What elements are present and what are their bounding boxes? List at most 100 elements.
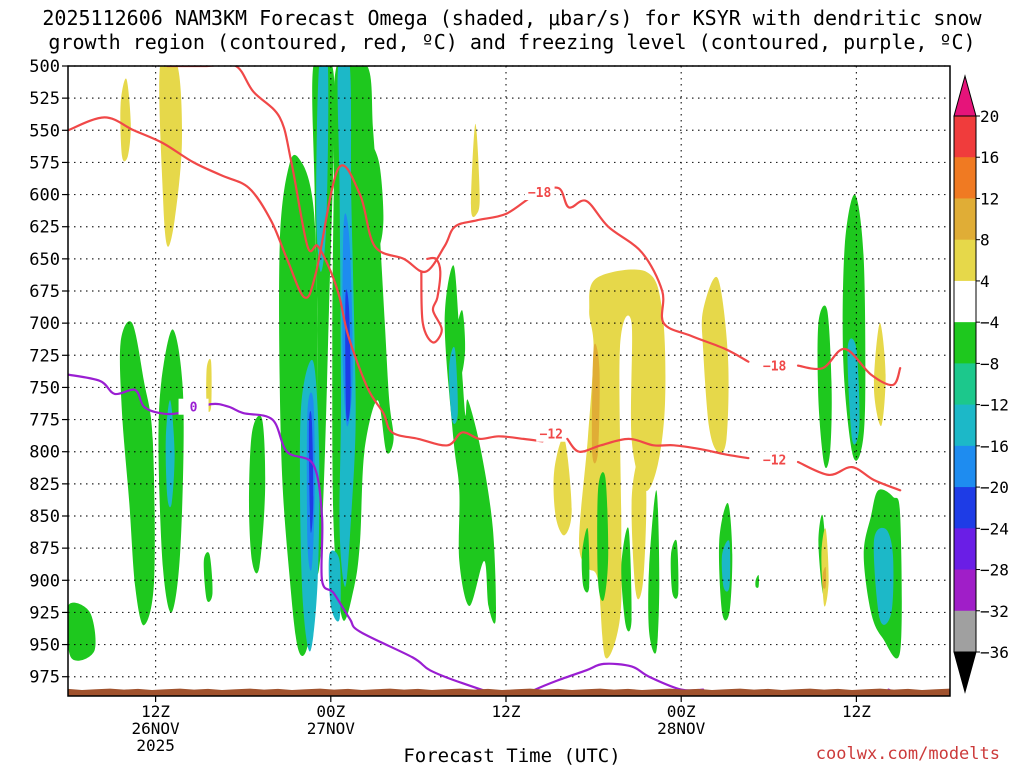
y-tick-label: 575 [29,153,60,173]
omega-region-green [249,415,266,574]
omega-region-cyan [873,527,894,625]
omega-region-yellow [631,457,647,600]
dgz-contour-line [166,66,544,447]
y-tick-label: 850 [29,507,60,527]
freezing-contour-label-bg [178,398,209,415]
colorbar: 20 16 12 8 4 −4 −8 −12 −16 −20 −24 −28 −32 −36 [953,74,1009,694]
x-tick-label: 12Z [492,702,521,721]
y-tick-label: 725 [29,346,60,366]
colorbar-frame [953,115,977,653]
omega-region-darkblue [345,289,351,422]
y-tick-label: 800 [29,443,60,463]
omega-region-green [817,305,832,469]
dgz-contour-label-bg [536,425,567,442]
y-tick-label: 675 [29,282,60,302]
dgz-contour-line [796,347,902,387]
y-tick-label: 775 [29,411,60,431]
x-tick-label: 26NOV [132,719,181,738]
y-tick-label: 825 [29,475,60,495]
plot-frame [67,65,951,697]
omega-region-green [203,552,213,602]
y-tick-label: 500 [29,57,60,77]
colorbar-band [954,322,976,364]
colorbar-band [954,487,976,529]
omega-region-yellow [873,323,886,427]
terrain-fill [68,688,950,696]
colorbar-label: −12 [980,396,1009,415]
y-tick-label: 525 [29,89,60,109]
dgz-contour-label: −18 [528,186,552,201]
colorbar-band [954,280,976,323]
colorbar-band [954,445,976,488]
omega-region-green [119,321,155,626]
y-tick-label: 550 [29,121,60,141]
colorbar-under-triangle [953,651,977,694]
y-tick-label: 900 [29,571,60,591]
omega-region-yellow [120,78,131,162]
y-tick-label: 700 [29,314,60,334]
colorbar-band [954,363,976,406]
colorbar-band [954,404,976,447]
omega-region-yellow [553,437,572,536]
y-tick-label: 925 [29,603,60,623]
omega-region-cyan [165,400,175,508]
colorbar-band [954,116,976,158]
dgz-contour-line [68,116,750,363]
site-credit: coolwx.com/modelts [815,744,1000,764]
dgz-contour-label: −12 [540,428,563,443]
omega-region-cyan [449,346,458,424]
plot-background [68,66,950,696]
x-tick-label: 00Z [667,702,696,721]
x-tick-label: 28NOV [657,719,706,738]
x-tick-label: 12Z [141,702,170,721]
omega-region-green [621,527,632,632]
colorbar-label: 8 [980,231,990,250]
omega-region-cyan [328,550,341,622]
y-tick-label: 950 [29,636,60,656]
omega-region-orange [822,566,827,589]
omega-region-cyan [847,338,860,445]
colorbar-label: −4 [980,313,999,332]
colorbar-band [954,528,976,571]
omega-region-green [755,574,759,588]
omega-region-green [670,539,679,599]
terrain-strip [68,688,950,696]
dgz-contour-label-bg [759,357,790,374]
y-tick-label: 750 [29,378,60,398]
omega-region-yellow [470,123,480,218]
colorbar-label: −8 [980,354,999,373]
dgz-contour-label-bg [759,451,790,468]
y-tick-label: 975 [29,668,60,688]
x-axis-title: Forecast Time (UTC) [403,745,621,767]
colorbar-label: −20 [980,478,1009,497]
colorbar-band [954,239,976,282]
dgz-contour-label: −12 [763,453,786,468]
colorbar-band [954,569,976,612]
plot-area [68,66,950,696]
omega-region-yellow [206,358,212,412]
dgz-contour-line [420,256,443,344]
y-tick-label: 650 [29,250,60,270]
dgz-contour-line [566,437,750,460]
x-tick-label: 00Z [316,702,345,721]
x-tick-label: 12Z [842,702,871,721]
y-tick-label: 875 [29,539,60,559]
colorbar-label: 16 [980,148,999,167]
dgz-contour-label: −18 [763,360,787,375]
colorbar-over-triangle [953,74,977,117]
omega-region-green [581,528,590,593]
dgz-contour-label-bg [524,184,555,200]
freezing-contour-line [68,373,705,696]
dendritic-growth-contours: −18 −18 −12 −12 [68,66,902,492]
chart-title-line-2: growth region (contoured, red, ºC) and f… [48,30,976,54]
colorbar-band [954,198,976,241]
colorbar-band [954,610,976,653]
omega-region-darkblue [308,410,314,533]
dgz-contour-line [796,460,902,492]
colorbar-label: 20 [980,107,999,126]
x-tick-label: 2025 [136,736,175,755]
colorbar-label: −36 [980,643,1009,662]
omega-region-cyan [721,540,731,592]
chart-title-line-1: 2025112606 NAM3KM Forecast Omega (shaded… [42,6,982,30]
